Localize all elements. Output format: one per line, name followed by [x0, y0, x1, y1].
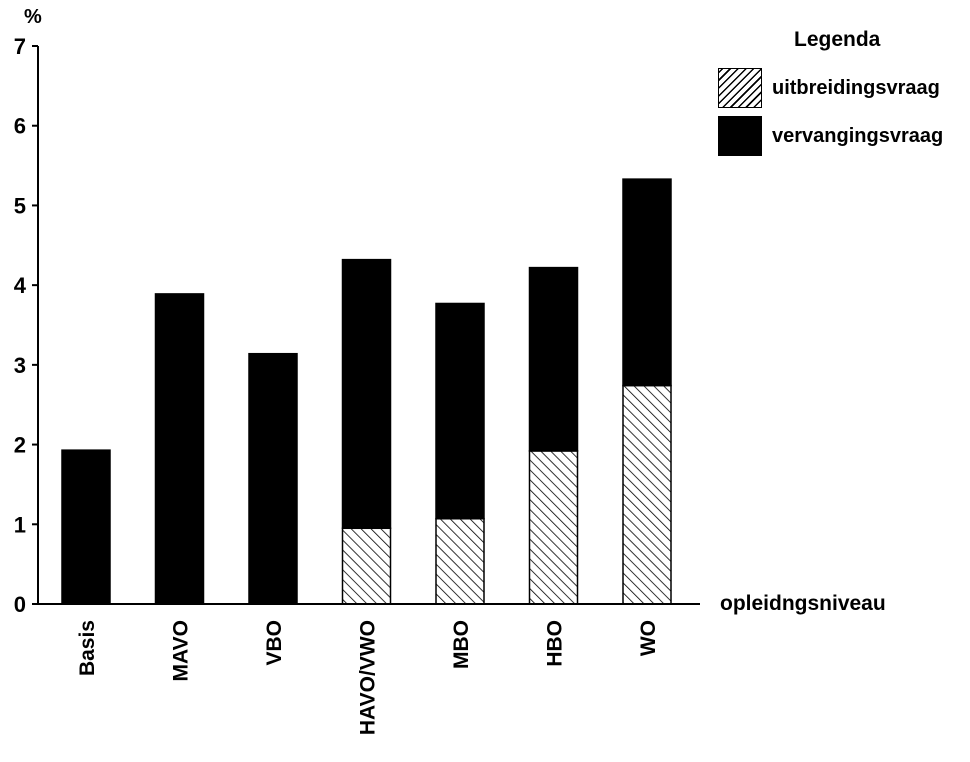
x-tick-label: HAVO/VWO	[357, 620, 380, 735]
bar-vervangingsvraag-mbo	[435, 302, 485, 520]
bar-vervangingsvraag-vbo	[248, 352, 298, 605]
legend-swatch-solid	[718, 116, 762, 156]
legend-item-uitbreidingsvraag: uitbreidingsvraag	[718, 66, 940, 110]
y-tick-label: 6	[14, 114, 26, 139]
bars	[61, 178, 672, 605]
x-tick-label: HBO	[544, 620, 567, 667]
bar-uitbreidingsvraag-hbo	[528, 450, 579, 605]
y-axis-unit: %	[24, 6, 42, 28]
legend-label: uitbreidingsvraag	[772, 76, 940, 99]
bar-vervangingsvraag-mavo	[154, 293, 205, 605]
x-axis-title: opleidngsniveau	[720, 592, 886, 615]
bar-vervangingsvraag-hbo	[528, 266, 579, 452]
bar-uitbreidingsvraag-wo	[622, 384, 672, 605]
legend-title: Legenda	[794, 28, 881, 51]
y-tick-label: 1	[14, 512, 26, 537]
legend-swatch-hatched	[718, 68, 762, 108]
x-tick-label: Basis	[76, 620, 99, 676]
y-tick-label: 0	[14, 592, 26, 617]
bar-uitbreidingsvraag-havo-vwo	[341, 527, 392, 605]
y-tick-label: 7	[14, 34, 26, 59]
x-tick-label: MBO	[450, 620, 473, 669]
y-tick-label: 2	[14, 433, 26, 458]
x-tick-label: VBO	[263, 620, 286, 666]
y-tick-label: 3	[14, 353, 26, 378]
bar-vervangingsvraag-wo	[622, 178, 672, 387]
bar-uitbreidingsvraag-mbo	[435, 517, 485, 605]
x-axis-labels: Basis MAVO VBO HAVO/VWO MBO HBO WO	[76, 620, 660, 735]
bar-vervangingsvraag-basis	[61, 449, 111, 605]
x-tick-label: MAVO	[170, 620, 193, 681]
y-tick-label: 5	[14, 193, 26, 218]
bar-vervangingsvraag-havo-vwo	[341, 258, 392, 530]
legend-item-vervangingsvraag: vervangingsvraag	[718, 114, 943, 158]
x-tick-label: WO	[637, 620, 660, 656]
legend-label: vervangingsvraag	[772, 124, 944, 147]
y-tick-label: 4	[14, 273, 27, 298]
y-axis-ticks: 0 1 2 3 4 5 6 7	[14, 34, 38, 617]
